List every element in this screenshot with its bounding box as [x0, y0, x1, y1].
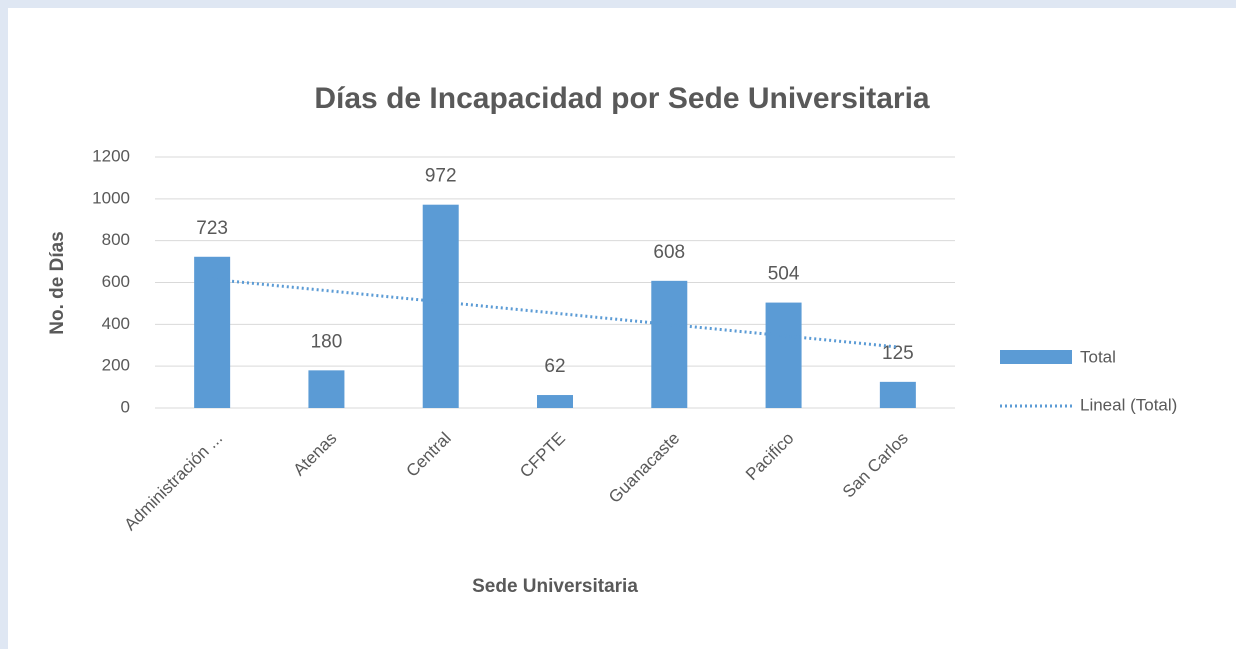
y-tick-label: 800: [102, 230, 130, 249]
data-label: 723: [196, 218, 228, 239]
data-label: 608: [653, 242, 685, 263]
y-tick-label: 1200: [92, 146, 130, 165]
data-label: 62: [544, 356, 565, 377]
bar: [537, 395, 573, 408]
bar: [879, 381, 916, 408]
bar: [651, 280, 688, 408]
data-label: 504: [768, 264, 800, 285]
y-tick-label: 200: [102, 356, 130, 375]
data-label: 972: [425, 166, 457, 187]
y-tick-label: 1000: [92, 188, 130, 207]
legend-swatch: [1000, 350, 1072, 364]
bar: [765, 302, 802, 408]
y-tick-label: 400: [102, 314, 130, 333]
y-axis-title: No. de Días: [47, 231, 68, 334]
bar: [308, 370, 345, 408]
y-tick-label: 600: [102, 272, 130, 291]
bar: [194, 256, 231, 408]
data-label: 125: [882, 343, 914, 364]
legend-label: Total: [1080, 347, 1116, 366]
bar: [422, 204, 459, 408]
chart-title: Días de Incapacidad por Sede Universitar…: [314, 82, 930, 115]
legend-label: Lineal (Total): [1080, 395, 1177, 414]
y-tick-label: 0: [121, 397, 130, 416]
data-label: 180: [311, 331, 343, 352]
x-axis-title: Sede Universitaria: [472, 576, 638, 597]
